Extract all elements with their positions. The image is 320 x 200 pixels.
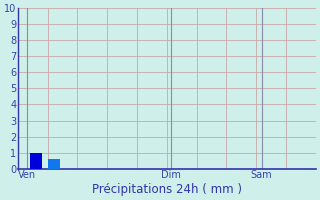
Bar: [29, 153, 42, 169]
X-axis label: Précipitations 24h ( mm ): Précipitations 24h ( mm ): [92, 183, 242, 196]
Bar: [48, 159, 60, 169]
